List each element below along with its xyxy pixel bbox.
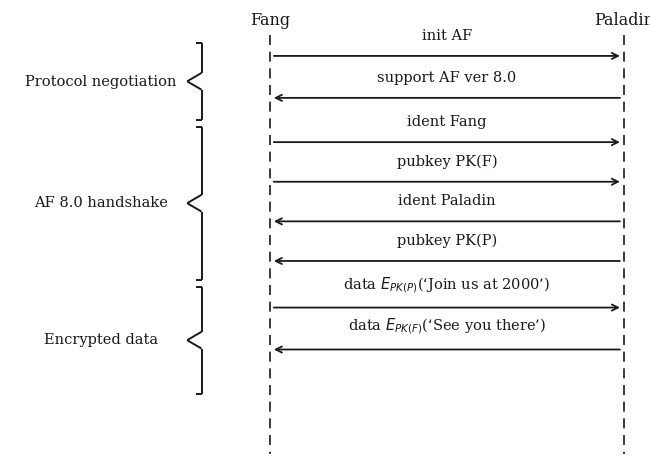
Text: Paladin: Paladin xyxy=(594,13,650,29)
Text: ident Paladin: ident Paladin xyxy=(398,194,496,208)
Text: init AF: init AF xyxy=(422,29,472,43)
Text: data $E_{PK(P)}$(‘Join us at 2000’): data $E_{PK(P)}$(‘Join us at 2000’) xyxy=(343,275,551,295)
Text: Encrypted data: Encrypted data xyxy=(44,333,158,347)
Text: Fang: Fang xyxy=(250,13,290,29)
Text: ident Fang: ident Fang xyxy=(407,115,487,129)
Text: AF 8.0 handshake: AF 8.0 handshake xyxy=(34,196,168,210)
Text: support AF ver 8.0: support AF ver 8.0 xyxy=(377,71,517,85)
Text: Protocol negotiation: Protocol negotiation xyxy=(25,75,177,89)
Text: pubkey PK(P): pubkey PK(P) xyxy=(396,233,497,248)
Text: data $E_{PK(F)}$(‘See you there’): data $E_{PK(F)}$(‘See you there’) xyxy=(348,317,546,336)
Text: pubkey PK(F): pubkey PK(F) xyxy=(396,154,497,169)
